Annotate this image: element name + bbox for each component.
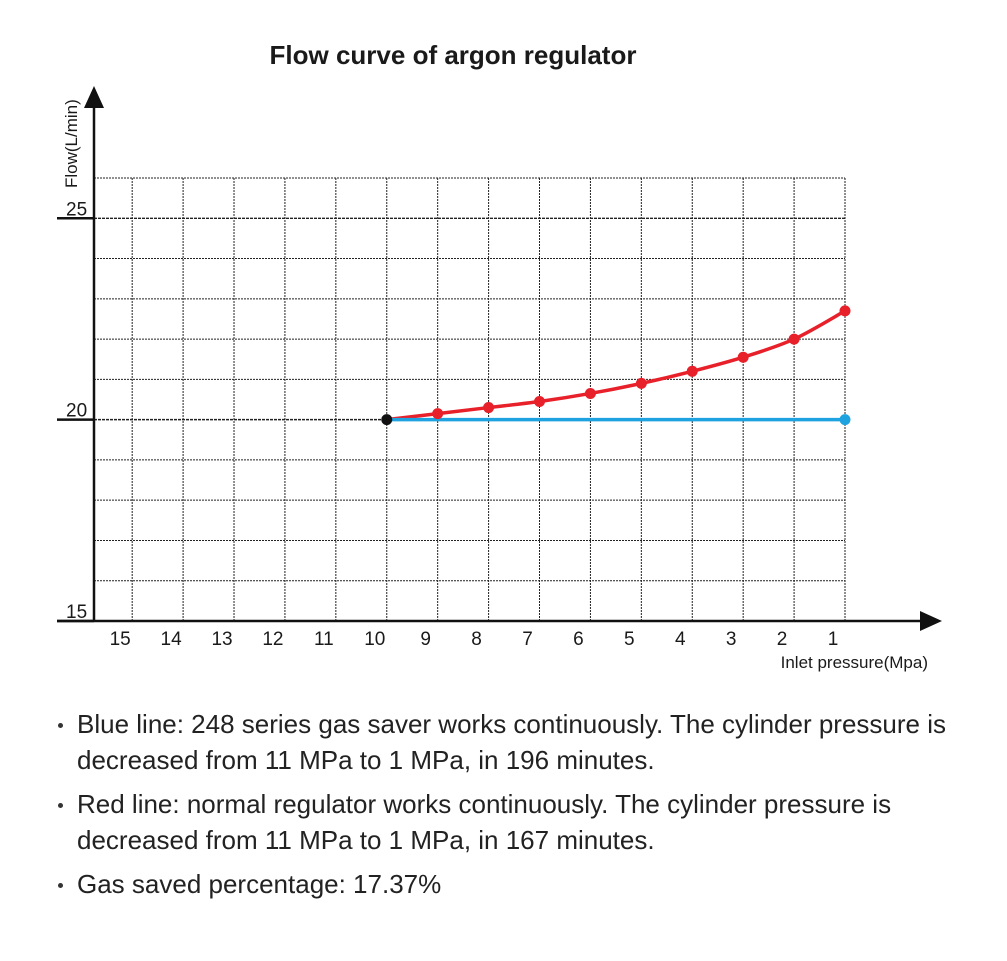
red-series-point: [788, 333, 800, 345]
x-tick-label: 9: [420, 629, 431, 650]
note-blue-line: Blue line: 248 series gas saver works co…: [52, 706, 997, 778]
x-tick-label: 3: [726, 629, 737, 650]
note-gas-saved: Gas saved percentage: 17.37%: [52, 866, 997, 902]
note-red-line: Red line: normal regulator works continu…: [52, 786, 997, 858]
grid: [94, 177, 846, 621]
x-tick-label: 15: [110, 629, 131, 650]
x-tick-label: 1: [828, 629, 839, 650]
chart-title: Flow curve of argon regulator: [270, 40, 637, 70]
y-tick-label: 20: [66, 401, 87, 422]
red-series-line: [385, 309, 847, 422]
red-series-point: [686, 365, 698, 377]
red-series-point: [432, 408, 444, 420]
red-series-point: [584, 387, 596, 399]
x-tick-label: 13: [211, 629, 232, 650]
red-series-point: [483, 402, 495, 414]
red-series-point: [839, 305, 851, 317]
x-tick-label: 10: [364, 629, 385, 650]
red-series-point: [635, 377, 647, 389]
y-tick-label: 25: [66, 199, 87, 220]
x-axis-title: Inlet pressure(Mpa): [781, 653, 928, 672]
y-axis-title: Flow(L/min): [62, 99, 81, 188]
x-axis-arrow: [920, 611, 942, 631]
x-tick-label: 4: [675, 629, 686, 650]
x-tick-label: 12: [262, 629, 283, 650]
x-tick-label: 11: [314, 629, 334, 650]
red-series-point: [737, 351, 749, 363]
x-tick-label: 5: [624, 629, 635, 650]
notes-list: Blue line: 248 series gas saver works co…: [52, 706, 997, 910]
y-tick-label: 15: [66, 602, 87, 623]
series: [381, 305, 851, 426]
x-tick-label: 14: [161, 629, 183, 650]
blue-series-point: [839, 414, 851, 426]
x-tick-label: 8: [471, 629, 482, 650]
labels: 15 20 25 15 14 13 12 11 10 9 8 7 6 5 4 3 2 1 Inlet pressur…: [62, 99, 928, 672]
red-series-point: [534, 396, 546, 408]
x-tick-label: 7: [522, 629, 533, 650]
y-axis-arrow: [84, 86, 104, 108]
x-tick-label: 2: [777, 629, 788, 650]
x-tick-label: 6: [573, 629, 584, 650]
axes: [57, 86, 942, 631]
start-point: [381, 414, 393, 426]
